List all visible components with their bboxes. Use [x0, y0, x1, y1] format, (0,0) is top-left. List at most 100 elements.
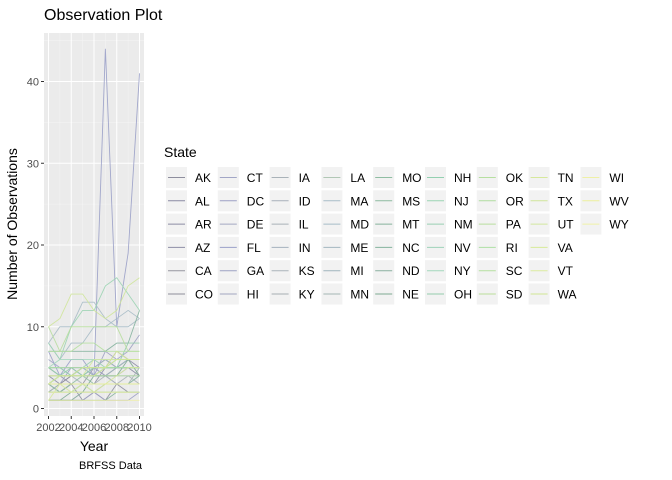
- legend-item-mo: MO: [373, 167, 422, 188]
- chart-caption: BRFSS Data: [79, 460, 143, 472]
- legend-item-vt: VT: [528, 260, 574, 282]
- legend-item-tn: TN: [528, 167, 574, 188]
- y-axis-label: Number of Observations: [4, 148, 20, 300]
- legend-label: WI: [609, 171, 624, 185]
- legend-item-wy: WY: [580, 213, 629, 235]
- legend-item-id: ID: [269, 190, 311, 212]
- series-line-ma: [48, 301, 140, 344]
- legend-item-ar: AR: [166, 213, 212, 235]
- y-tick-label: 0: [33, 404, 39, 416]
- legend-item-pa: PA: [476, 213, 521, 235]
- legend-item-sd: SD: [476, 283, 523, 305]
- legend-label: OR: [506, 194, 524, 208]
- legend-label: OK: [506, 171, 523, 185]
- legend-label: NC: [402, 241, 420, 255]
- legend-label: LA: [350, 171, 365, 185]
- legend-label: ME: [350, 241, 368, 255]
- legend-item-co: CO: [166, 283, 213, 305]
- legend-item-wa: WA: [528, 283, 577, 305]
- legend-label: CA: [195, 264, 212, 278]
- legend-item-ks: KS: [269, 260, 315, 282]
- legend-label: NV: [454, 241, 471, 255]
- legend-label: ND: [402, 264, 420, 278]
- legend-item-la: LA: [321, 167, 365, 188]
- legend-label: GA: [247, 264, 264, 278]
- legend-item-in: IN: [269, 236, 311, 258]
- legend-label: VA: [558, 241, 573, 255]
- legend-item-mn: MN: [321, 283, 369, 305]
- y-tick-label: 20: [27, 240, 39, 252]
- legend-item-ne: NE: [373, 283, 419, 305]
- legend-item-or: OR: [476, 190, 524, 212]
- legend-label: AL: [195, 194, 210, 208]
- legend-label: NM: [454, 218, 473, 232]
- legend-item-nj: NJ: [425, 190, 469, 212]
- legend-label: CO: [195, 288, 213, 302]
- legend-label: NY: [454, 264, 471, 278]
- y-tick-label: 30: [27, 158, 39, 170]
- legend-item-ut: UT: [528, 213, 575, 235]
- series-line-pa: [48, 326, 140, 353]
- x-tick-label: 2010: [127, 422, 151, 434]
- legend-item-ia: IA: [269, 167, 310, 188]
- legend-label: HI: [247, 288, 259, 302]
- series-lines: [48, 48, 140, 401]
- legend-item-ga: GA: [217, 260, 264, 282]
- legend-item-al: AL: [166, 190, 210, 212]
- legend-item-va: VA: [528, 236, 573, 258]
- legend-label: WY: [609, 218, 628, 232]
- legend-item-ny: NY: [425, 260, 471, 282]
- legend-item-ct: CT: [217, 167, 263, 188]
- legend-label: MN: [350, 288, 369, 302]
- x-tick-label: 2004: [59, 422, 83, 434]
- legend-item-sc: SC: [476, 260, 523, 282]
- legend-item-me: ME: [321, 236, 368, 258]
- legend-label: IN: [299, 241, 311, 255]
- chart-title: Observation Plot: [44, 7, 163, 24]
- legend-label: WA: [558, 288, 577, 302]
- legend-label: NJ: [454, 194, 469, 208]
- legend-label: VT: [558, 264, 574, 278]
- series-line-tx: [48, 277, 140, 328]
- legend-label: SD: [506, 288, 523, 302]
- legend-item-tx: TX: [528, 190, 573, 212]
- legend-item-de: DE: [217, 213, 264, 235]
- y-tick-label: 10: [27, 322, 39, 334]
- x-tick-label: 2002: [36, 422, 60, 434]
- legend-label: SC: [506, 264, 523, 278]
- legend-label: MT: [402, 218, 420, 232]
- legend-label: KY: [299, 288, 315, 302]
- legend-label: PA: [506, 218, 521, 232]
- series-line-wa: [48, 359, 140, 377]
- legend-label: AK: [195, 171, 211, 185]
- legend-item-mi: MI: [321, 260, 364, 282]
- legend-item-ok: OK: [476, 167, 523, 188]
- legend-item-wv: WV: [580, 190, 629, 212]
- legend-item-il: IL: [269, 213, 309, 235]
- legend-label: WV: [609, 194, 628, 208]
- legend-item-md: MD: [321, 213, 369, 235]
- legend-item-nh: NH: [425, 167, 471, 188]
- legend-label: OH: [454, 288, 472, 302]
- legend-label: MS: [402, 194, 420, 208]
- legend-item-wi: WI: [580, 167, 624, 188]
- legend-title: State: [164, 144, 197, 160]
- legend-item-az: AZ: [166, 236, 210, 258]
- legend-label: RI: [506, 241, 518, 255]
- legend-label: IL: [299, 218, 309, 232]
- legend-label: MD: [350, 218, 369, 232]
- legend-label: MO: [402, 171, 421, 185]
- legend-label: DE: [247, 218, 264, 232]
- legend-item-fl: FL: [217, 236, 261, 258]
- legend-item-hi: HI: [217, 283, 259, 305]
- legend-label: TX: [558, 194, 573, 208]
- legend-label: NH: [454, 171, 471, 185]
- legend-item-mt: MT: [373, 213, 420, 235]
- legend-label: MA: [350, 194, 368, 208]
- legend-item-ky: KY: [269, 283, 315, 305]
- legend-label: KS: [299, 264, 315, 278]
- legend-item-ca: CA: [166, 260, 212, 282]
- legend-label: UT: [558, 218, 575, 232]
- legend-label: AZ: [195, 241, 210, 255]
